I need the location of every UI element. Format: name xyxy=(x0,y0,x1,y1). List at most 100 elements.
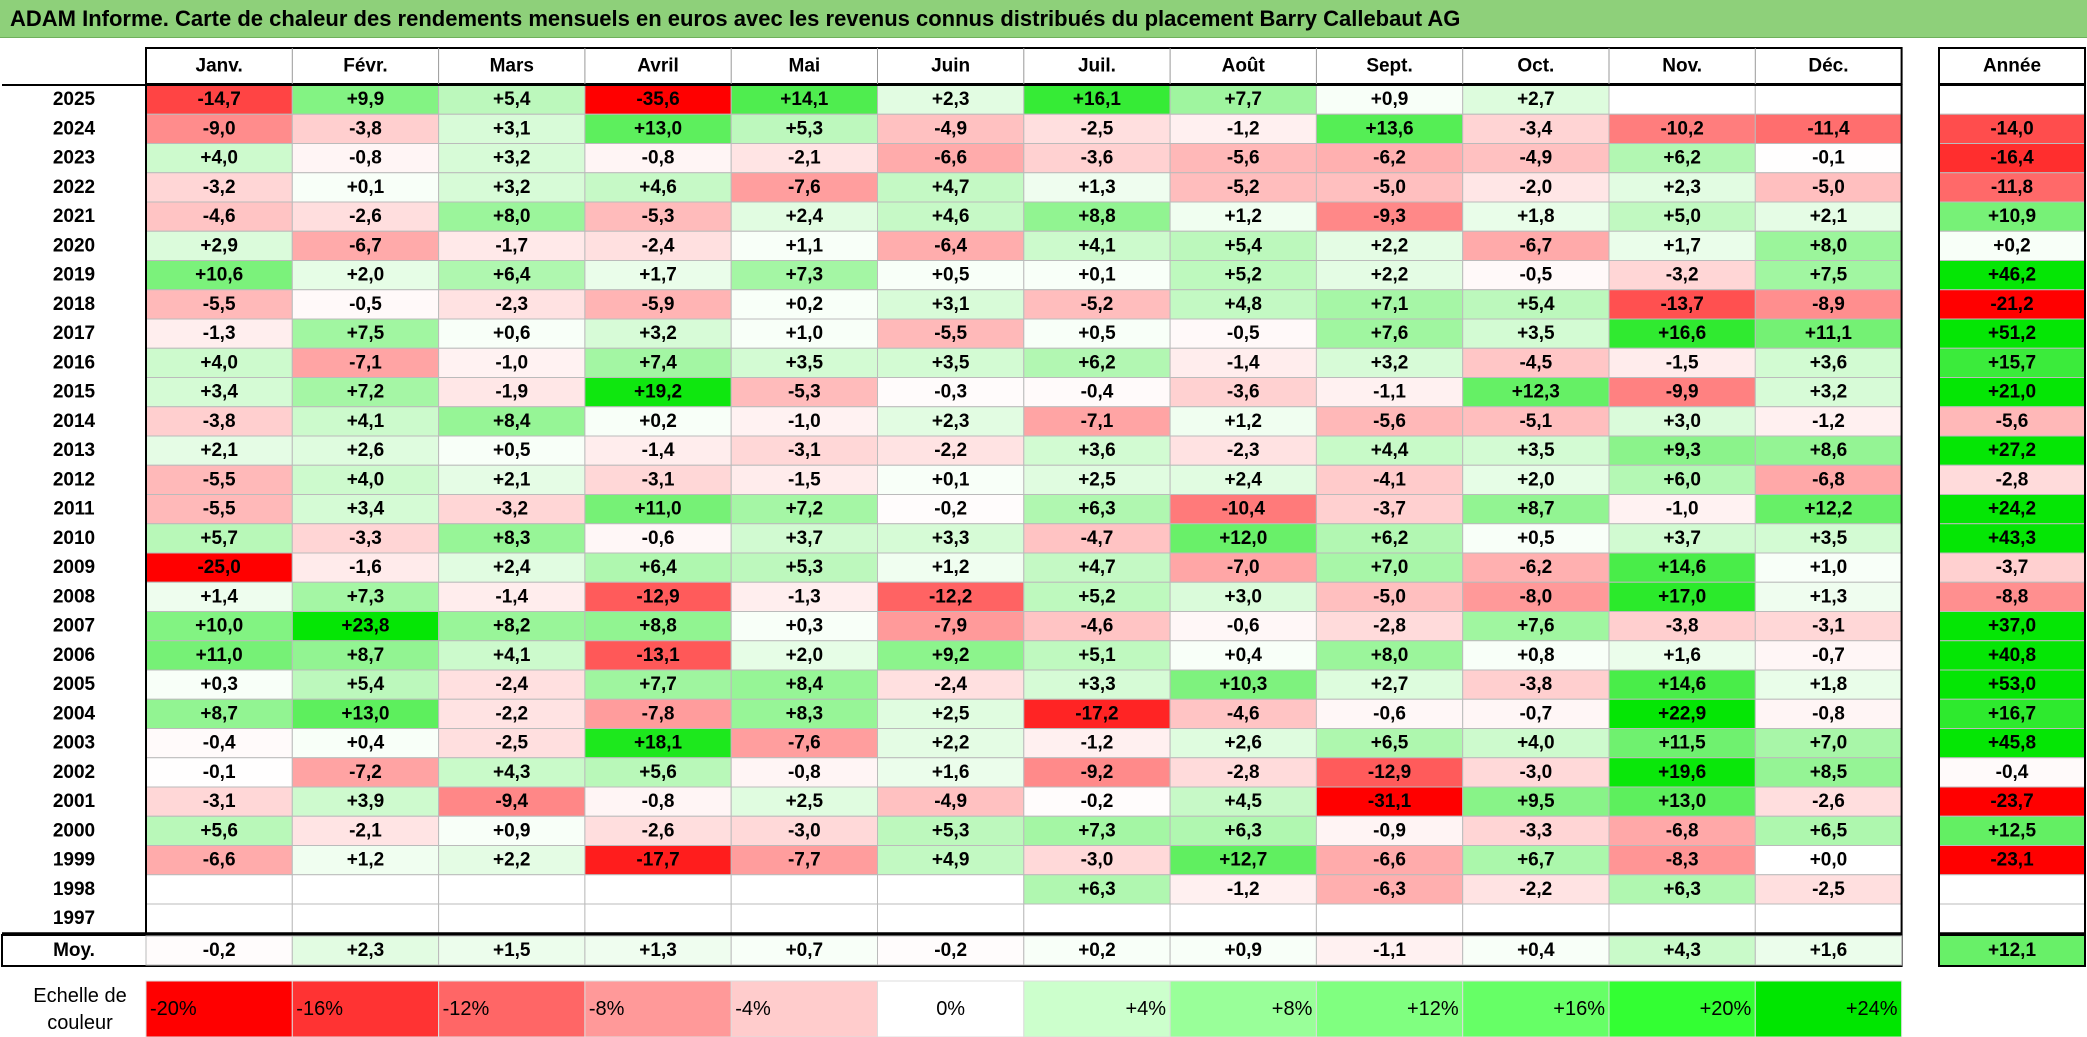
scale-label: -8% xyxy=(589,998,625,1020)
annual-cell xyxy=(1938,289,2086,320)
year-label-2008: 2008 xyxy=(53,586,95,607)
heat-cell xyxy=(438,523,586,554)
annual-cell-label: +27,2 xyxy=(1988,440,2036,461)
heat-cell-label: +1,1 xyxy=(786,235,824,256)
heat-cell-label: -0,7 xyxy=(1519,703,1552,724)
heat-cell-label: +8,5 xyxy=(1810,762,1848,783)
heat-cell-label: +6,5 xyxy=(1810,820,1848,841)
heat-cell-label: -0,9 xyxy=(1373,820,1406,841)
annual-cell xyxy=(1938,201,2086,232)
heat-cell xyxy=(877,260,1025,291)
heat-cell xyxy=(1169,318,1317,349)
month-header-10: Nov. xyxy=(1662,56,1702,77)
average-cell xyxy=(1754,935,1903,966)
heat-cell-label: +0,3 xyxy=(200,674,238,695)
heat-cell-label: -0,8 xyxy=(1812,703,1845,724)
heat-cell-label: +2,5 xyxy=(1078,469,1116,490)
heat-cell-label: -7,7 xyxy=(788,850,821,871)
heat-cell-label: +8,3 xyxy=(786,703,824,724)
heat-cell-label: -2,4 xyxy=(495,674,528,695)
heat-cell xyxy=(145,347,293,378)
annual-cell xyxy=(1938,640,2086,671)
annual-cell xyxy=(1938,406,2086,437)
heat-cell xyxy=(1315,289,1464,320)
heat-cell-label: -1,0 xyxy=(788,411,821,432)
average-annual-label: +12,1 xyxy=(1988,940,2037,961)
heat-cell xyxy=(877,845,1025,876)
heat-cell xyxy=(1462,523,1610,554)
heat-cell-label: +1,0 xyxy=(786,323,824,344)
heat-cell xyxy=(438,113,586,144)
heat-cell-label: -0,5 xyxy=(1519,265,1552,286)
heat-cell-label: +0,2 xyxy=(786,294,824,315)
heat-cell xyxy=(145,786,293,817)
average-cell-label: +1,6 xyxy=(1810,940,1848,961)
heat-cell-label: +14,1 xyxy=(780,89,829,110)
heat-cell xyxy=(1315,552,1464,583)
heat-cell-label: -4,6 xyxy=(203,206,236,227)
heat-cell-label: +16,6 xyxy=(1658,323,1706,344)
heat-cell xyxy=(1315,84,1464,115)
heat-cell xyxy=(1462,113,1610,144)
year-label-2025: 2025 xyxy=(53,89,96,110)
month-header-6: Juil. xyxy=(1078,56,1116,77)
heat-cell xyxy=(1754,669,1903,700)
heat-cell xyxy=(1023,757,1171,788)
scale-label: +24% xyxy=(1846,998,1898,1020)
heat-cell-label: +3,1 xyxy=(493,118,531,139)
heat-cell-label: -9,2 xyxy=(1081,762,1114,783)
heat-cell xyxy=(438,377,586,408)
heat-cell xyxy=(584,494,732,525)
annual-cell-label: +45,8 xyxy=(1988,733,2036,754)
heat-cell-label: -10,4 xyxy=(1222,499,1266,520)
heat-cell-label: +2,9 xyxy=(200,235,238,256)
heat-cell-label: +8,7 xyxy=(200,703,238,724)
year-label-2007: 2007 xyxy=(53,616,95,637)
annual-cell-label: +51,2 xyxy=(1988,323,2036,344)
heat-cell-label: -1,5 xyxy=(788,469,821,490)
heat-cell xyxy=(291,581,440,612)
heat-cell xyxy=(730,581,879,612)
heat-cell-label: -6,2 xyxy=(1519,557,1552,578)
month-header-7: Août xyxy=(1222,56,1266,77)
heat-cell-label: -12,2 xyxy=(929,586,972,607)
heat-cell-label: +4,1 xyxy=(493,645,531,666)
heat-cell-label: -0,2 xyxy=(1081,791,1114,812)
heat-cell-label: +6,3 xyxy=(1078,879,1116,900)
heat-cell xyxy=(291,406,440,437)
heat-cell-label: -6,6 xyxy=(934,148,967,169)
heat-cell-label: -2,2 xyxy=(934,440,967,461)
heat-cell xyxy=(438,172,586,203)
heat-cell xyxy=(730,230,879,261)
year-label-2001: 2001 xyxy=(53,791,96,812)
heat-cell-label: +5,2 xyxy=(1224,265,1262,286)
heat-cell xyxy=(1462,84,1610,115)
heat-cell-label: -13,1 xyxy=(636,645,680,666)
heat-cell-label: +3,6 xyxy=(1810,352,1848,373)
heat-cell xyxy=(291,464,440,495)
heat-cell-label: -3,0 xyxy=(788,820,821,841)
heat-cell-label: +5,3 xyxy=(786,118,824,139)
heat-cell xyxy=(730,845,879,876)
heat-cell xyxy=(1169,523,1317,554)
heat-cell-label: +4,6 xyxy=(932,206,970,227)
heat-cell-label: -3,2 xyxy=(1666,265,1699,286)
heat-cell-label: +4,1 xyxy=(1078,235,1116,256)
heat-cell-label: +13,0 xyxy=(634,118,682,139)
heat-cell xyxy=(1754,728,1903,759)
heat-cell-label: +11,0 xyxy=(196,645,243,666)
heat-cell-label: -17,2 xyxy=(1075,703,1118,724)
heat-cell xyxy=(1023,581,1171,612)
year-label-2017: 2017 xyxy=(53,323,95,344)
heat-cell-label: -0,4 xyxy=(1081,382,1114,403)
heat-cell xyxy=(1608,815,1756,846)
heat-cell-label: -3,7 xyxy=(1373,499,1406,520)
heat-cell xyxy=(730,289,879,320)
heat-cell xyxy=(730,757,879,788)
annual-cell xyxy=(1938,347,2086,378)
heat-cell-label: -1,2 xyxy=(1227,118,1260,139)
heat-cell xyxy=(1023,201,1171,232)
heat-cell xyxy=(291,640,440,671)
heat-cell xyxy=(291,523,440,554)
heat-cell-label: +3,2 xyxy=(493,148,531,169)
